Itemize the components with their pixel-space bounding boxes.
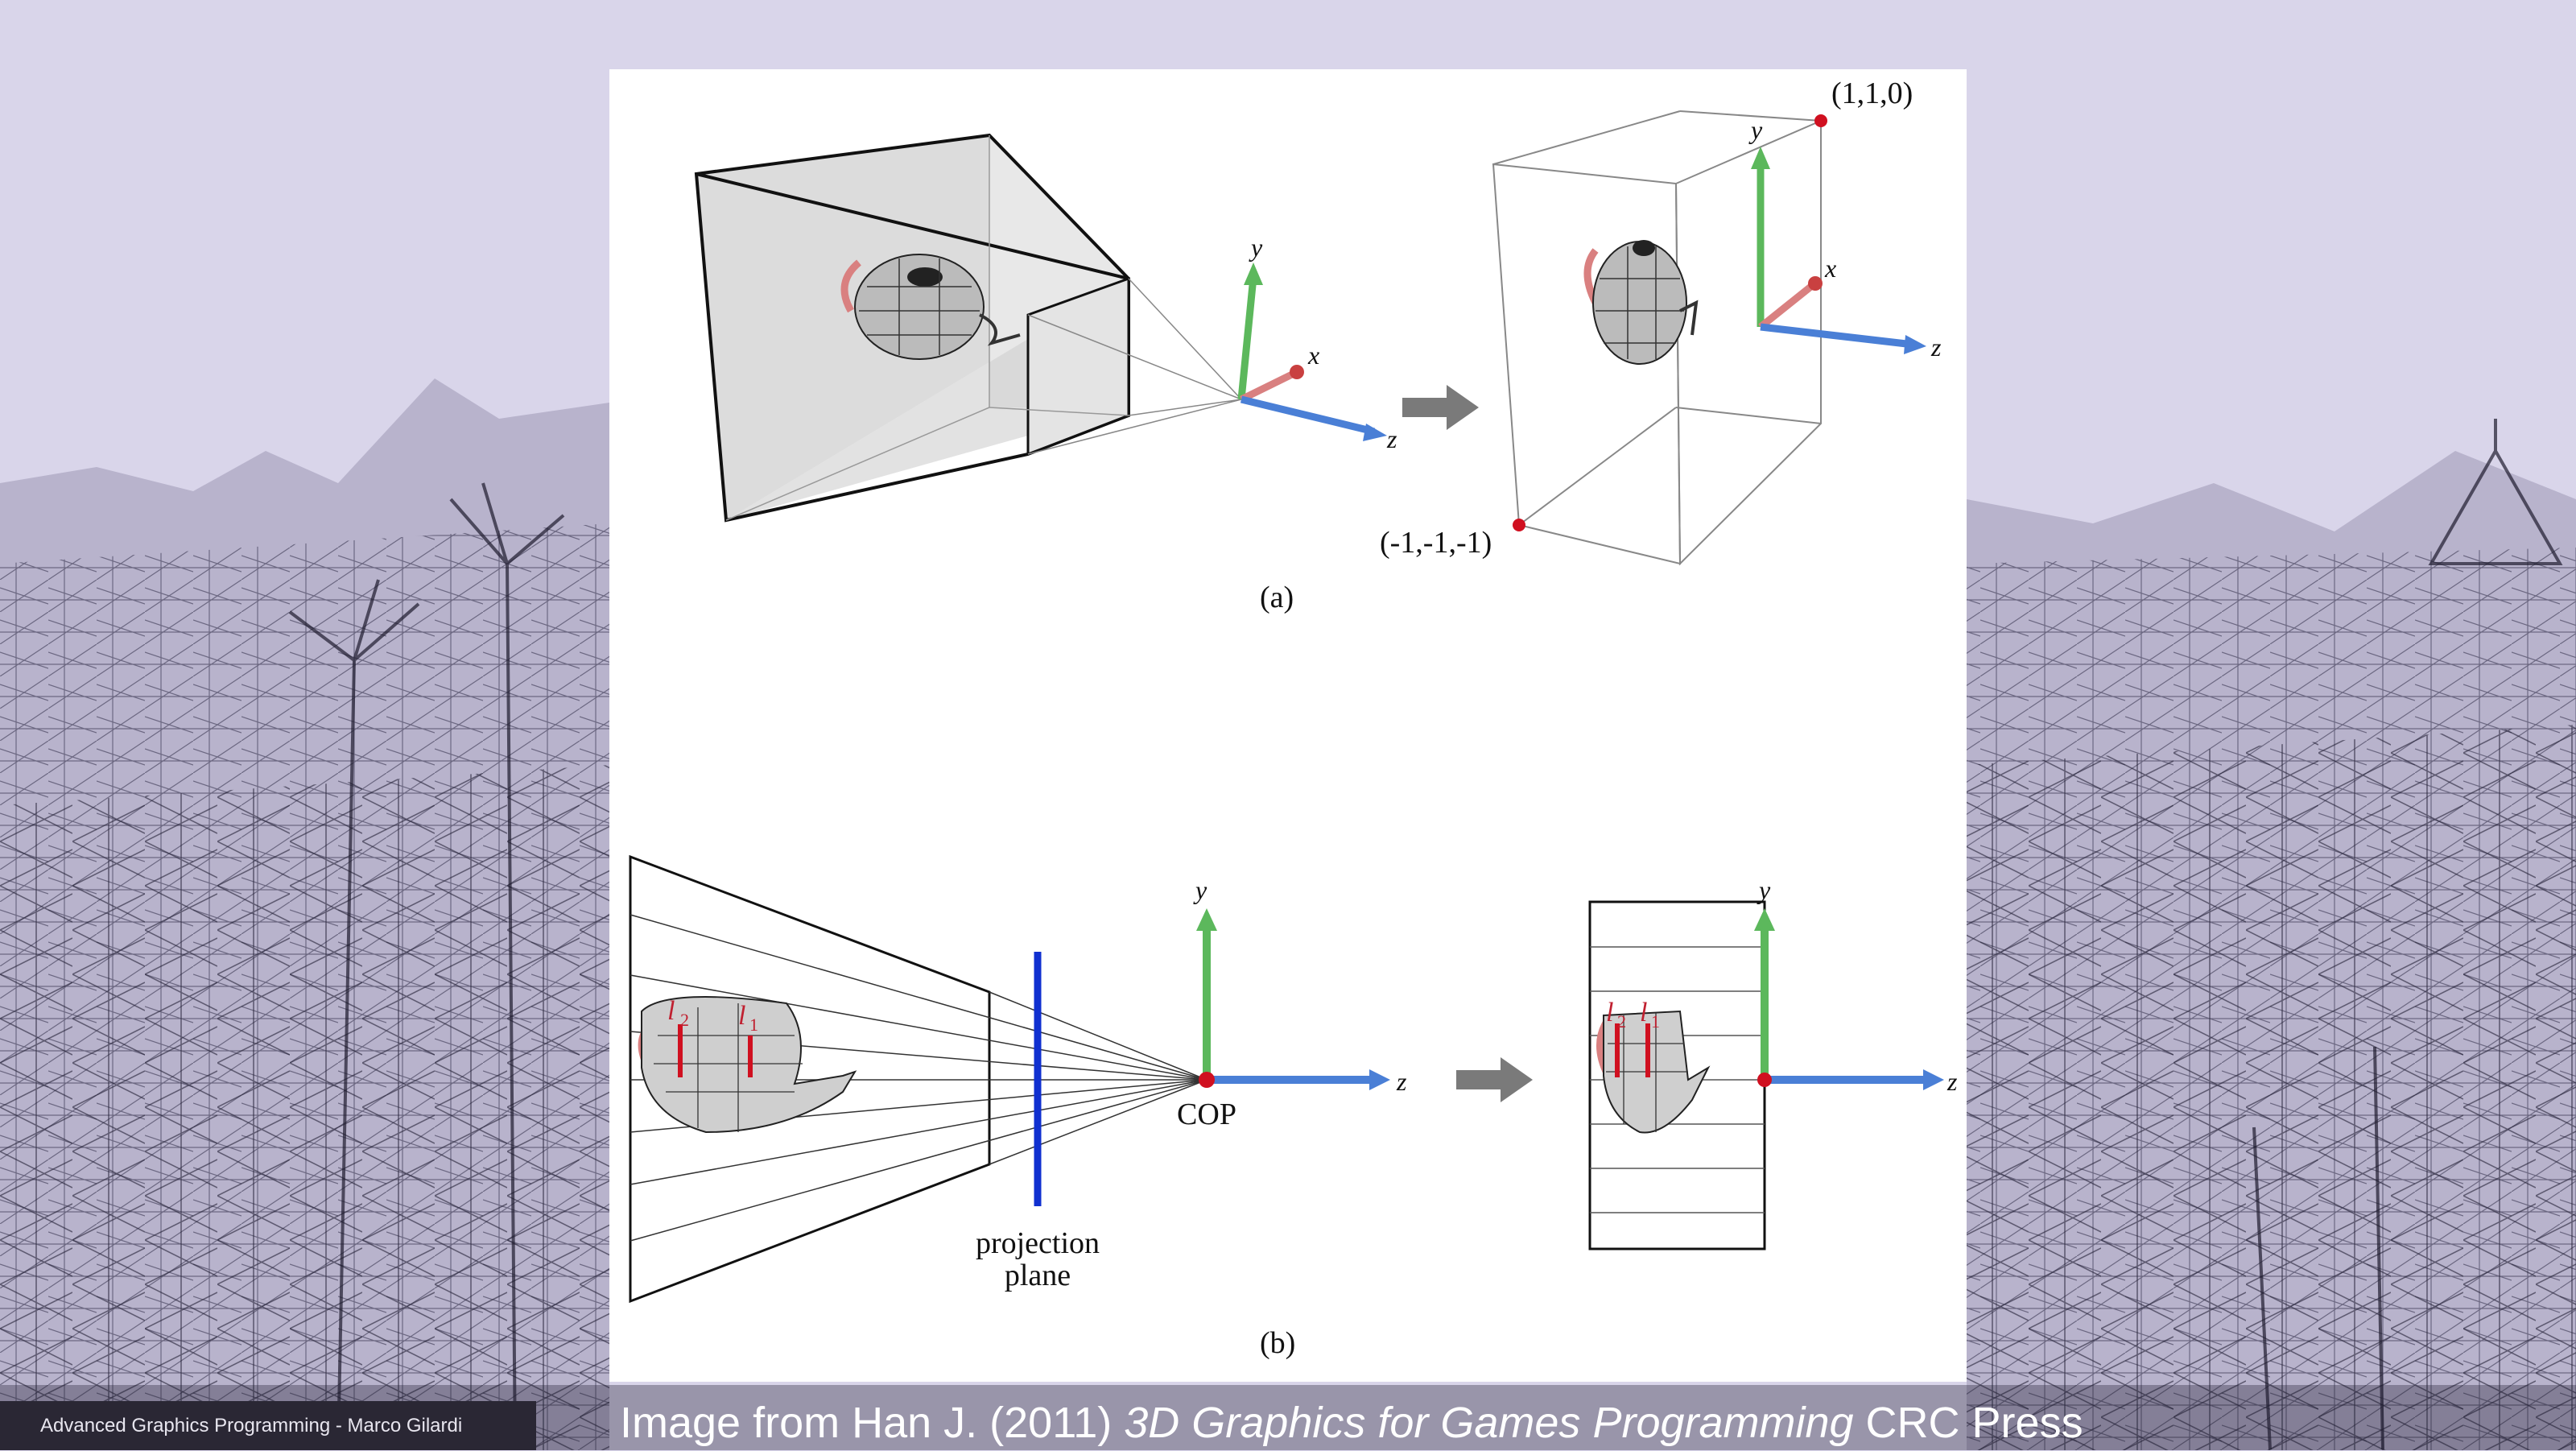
cop-label: COP [1177,1098,1236,1131]
figure-b: l 2 l 1 projection plane y z COP [629,854,1958,1360]
axis-y-label-right: y [1748,115,1763,144]
credit-book-title: 3D Graphics for Games Programming [1124,1399,1854,1447]
l2-label-right: l [1606,998,1613,1027]
axis-x-label: x [1307,341,1319,370]
axis-z-label-right-b: z [1946,1067,1958,1096]
axes-left: y x z [1237,233,1397,453]
credit-prefix: Image from Han J. (2011) [620,1399,1125,1447]
axis-z-label-right: z [1930,333,1942,362]
corner-min-point [1513,519,1525,531]
canonical-box-side-view: l 2 l 1 [1588,900,1766,1251]
l2-label: l [667,996,675,1026]
image-credit: Image from Han J. (2011) 3D Graphics for… [620,1395,2083,1451]
arrow-right-icon-b [1456,1057,1533,1102]
l1-label: l [738,1001,745,1031]
l1-subscript: 1 [749,1015,758,1035]
l2-subscript: 2 [680,1010,689,1030]
axis-z-label-cop: z [1396,1067,1407,1096]
axis-y-label-right-b: y [1757,875,1771,904]
axis-x-label-right: x [1824,254,1836,283]
axes-cop: y z COP [1177,875,1407,1131]
corner-max-label: (1,1,0) [1831,76,1913,110]
footer-author: Advanced Graphics Programming - Marco Gi… [0,1401,536,1450]
canonical-view-volume [1492,110,1822,566]
axis-y-label: y [1249,233,1263,262]
arrow-right-icon [1402,385,1479,430]
teapot-side-icon: l 2 l 1 [638,996,857,1134]
figure-a: y x z [694,76,1942,614]
corner-min-label: (-1,-1,-1) [1380,526,1492,560]
axis-y-label-cop: y [1193,875,1208,904]
caption-a: (a) [1260,581,1294,614]
axes-right: y x z [1748,115,1942,362]
axis-z-label: z [1386,424,1397,453]
teapot-transformed-icon [1583,240,1699,365]
projection-plane-label-line1: projection [976,1226,1100,1260]
l1-label-right: l [1640,998,1647,1027]
corner-max-point [1814,114,1827,127]
teapot-icon [840,254,1021,360]
l2-subscript-right: 2 [1617,1011,1626,1031]
l1-subscript-right: 1 [1651,1011,1660,1031]
caption-b: (b) [1260,1326,1295,1360]
axes-right-b: y z [1754,875,1958,1096]
projection-plane-label-line2: plane [1005,1259,1071,1292]
projection-figure: y x z [609,69,1967,1382]
credit-suffix: CRC Press [1853,1399,2083,1447]
